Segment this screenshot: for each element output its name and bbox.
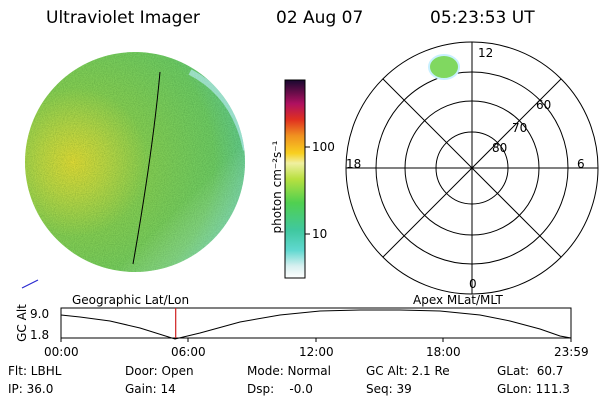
geographic-label: Geographic Lat/Lon (72, 293, 190, 307)
timeline-xtick-1800: 18:00 (426, 345, 461, 359)
timeline-y-label: GC Alt (15, 304, 29, 342)
timeline-ytick-1-8: 1.8 (30, 328, 50, 342)
date-label: 02 Aug 07 (276, 8, 364, 28)
status-glon: GLon: 111.3 (497, 382, 570, 396)
color-bar-scale (284, 79, 306, 279)
mlat-label-60: 60 (536, 98, 552, 112)
uv-disk (25, 52, 245, 272)
colorbar-tick-10: 10 (312, 227, 328, 241)
status-dsp: Dsp: -0.0 (247, 382, 313, 396)
terminator-line (132, 71, 161, 265)
mlat-label-70: 70 (512, 121, 528, 135)
status-gc-alt: GC Alt: 2.1 Re (366, 364, 450, 378)
timeline-xtick-0000: 00:00 (44, 345, 79, 359)
polar-image-fragment (428, 54, 460, 80)
status-glat: GLat: 60.7 (497, 364, 564, 378)
colorbar-tick-100: 100 (312, 140, 335, 154)
timeline-xtick-2359: 23:59 (554, 345, 589, 359)
timeline-xtick-1200: 12:00 (299, 345, 334, 359)
orbit-tick (21, 279, 39, 289)
time-label: 05:23:53 UT (430, 8, 535, 28)
timeline-xtick-0600: 06:00 (171, 345, 206, 359)
status-ip: IP: 36.0 (8, 382, 54, 396)
altitude-curve (60, 309, 572, 340)
mlt-label-12: 12 (478, 46, 494, 60)
mlt-diagonal-2 (382, 78, 562, 258)
status-filter: Flt: LBHL (8, 364, 62, 378)
instrument-title: Ultraviolet Imager (46, 8, 200, 28)
status-mode: Mode: Normal (247, 364, 331, 378)
timeline-frame (60, 307, 572, 339)
timeline-ytick-9: 9.0 (30, 307, 50, 321)
status-gain: Gain: 14 (125, 382, 176, 396)
status-seq: Seq: 39 (366, 382, 412, 396)
status-door: Door: Open (125, 364, 194, 378)
mlt-label-6: 6 (577, 157, 585, 171)
mlt-label-18: 18 (346, 157, 362, 171)
mlt-label-0: 0 (469, 277, 477, 291)
apex-label: Apex MLat/MLT (413, 293, 503, 307)
mlat-label-80: 80 (492, 141, 508, 155)
